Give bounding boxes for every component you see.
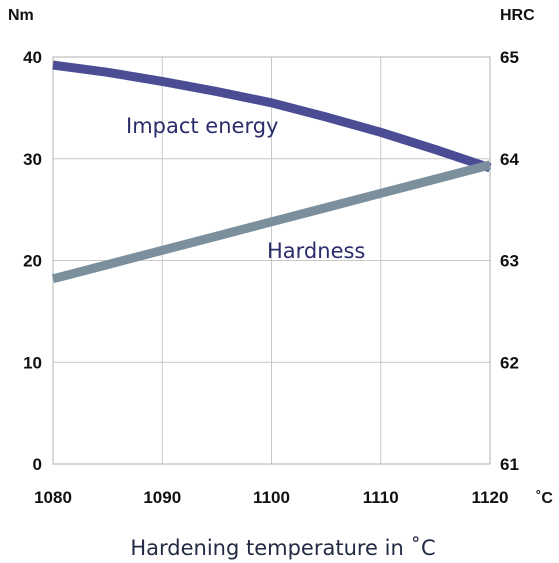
y-right-tick-label: 64 bbox=[500, 150, 519, 169]
x-axis-label: Hardening temperature in ˚C bbox=[130, 536, 435, 560]
y-right-tick-label: 61 bbox=[500, 455, 519, 474]
y-left-tick-label: 20 bbox=[23, 252, 42, 271]
x-axis-unit: ˚C bbox=[536, 490, 553, 507]
x-axis-ticks: 1080 1090 1100 1110 1120 bbox=[34, 488, 508, 507]
y-left-tick-label: 0 bbox=[33, 455, 42, 474]
series-label-impact-energy: Impact energy bbox=[126, 114, 278, 138]
y-left-tick-label: 40 bbox=[23, 48, 42, 67]
y-right-tick-label: 65 bbox=[500, 48, 519, 67]
left-axis-ticks: 0 10 20 30 40 bbox=[23, 48, 42, 474]
y-left-tick-label: 30 bbox=[23, 150, 42, 169]
right-axis-ticks: 61 62 63 64 65 bbox=[500, 48, 519, 474]
x-tick-label: 1090 bbox=[143, 488, 181, 507]
series-line-hardness bbox=[51, 160, 492, 284]
x-tick-label: 1110 bbox=[363, 488, 399, 507]
series-label-hardness: Hardness bbox=[267, 239, 365, 263]
x-tick-label: 1120 bbox=[472, 488, 509, 507]
y-left-tick-label: 10 bbox=[23, 353, 42, 372]
series-line-impact-energy bbox=[52, 60, 492, 173]
y-right-tick-label: 63 bbox=[500, 252, 519, 271]
left-axis-unit: Nm bbox=[8, 7, 34, 24]
plot-frame bbox=[52, 56, 491, 465]
x-tick-label: 1080 bbox=[34, 488, 72, 507]
x-tick-label: 1100 bbox=[253, 488, 290, 507]
y-right-tick-label: 62 bbox=[500, 353, 519, 372]
right-axis-unit: HRC bbox=[500, 7, 535, 24]
series-layer bbox=[51, 60, 492, 284]
